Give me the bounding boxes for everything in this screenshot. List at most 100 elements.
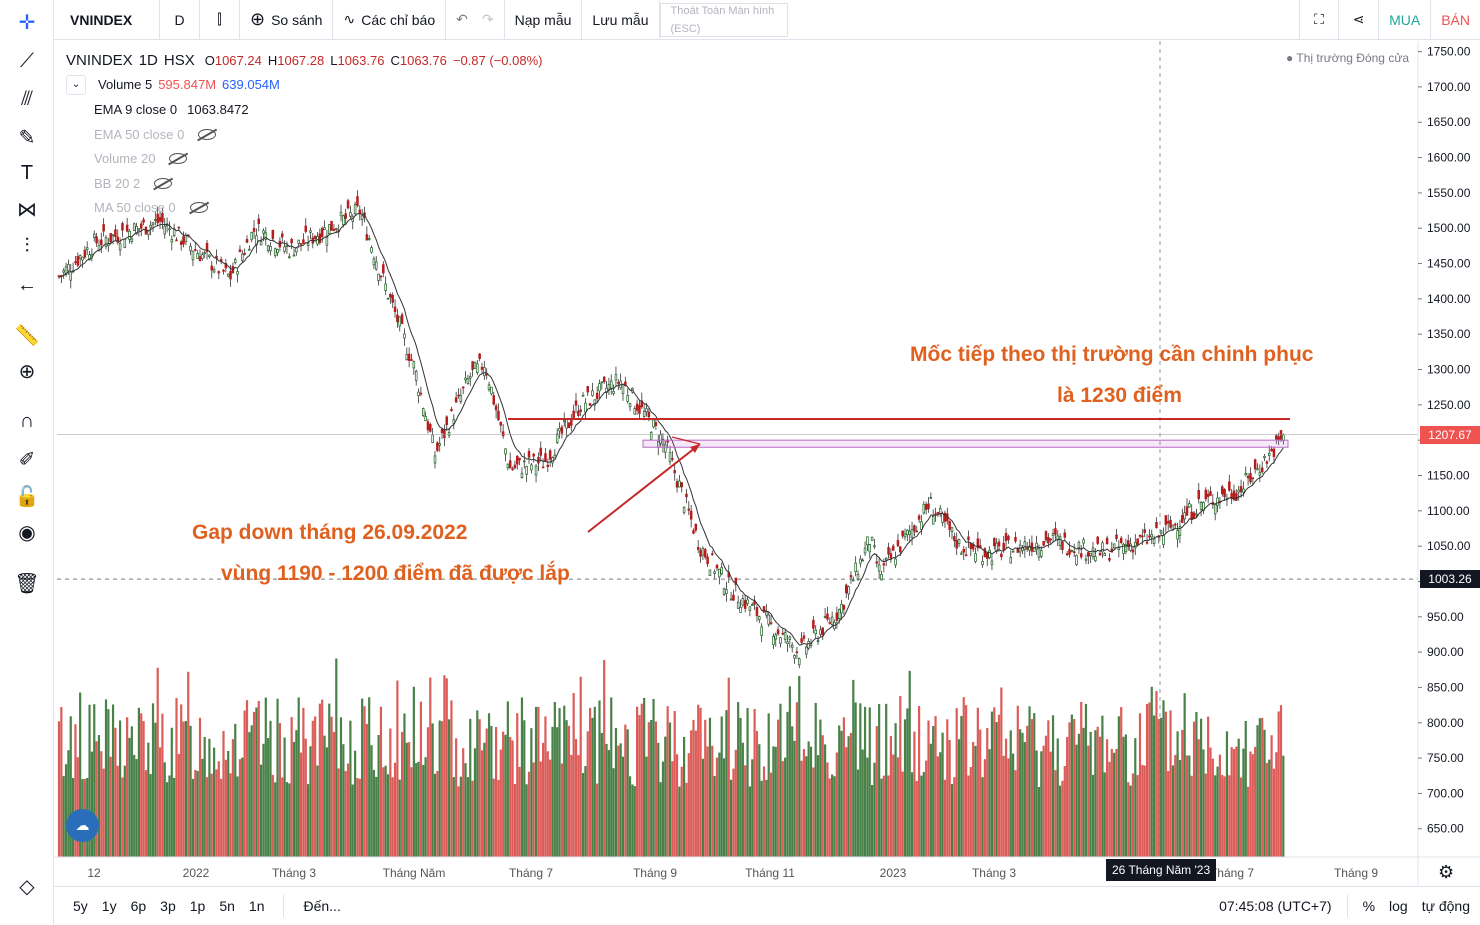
candle-body	[473, 362, 477, 369]
price-axis[interactable]: 1750.00 1700.00 1650.00 1600.00 1550.00 1500.…	[1417, 41, 1471, 886]
candle-body	[360, 215, 364, 220]
candle-body	[459, 395, 463, 402]
candle-body	[584, 402, 587, 413]
volume-bar	[993, 707, 996, 857]
volume-bar	[1033, 713, 1036, 857]
range-button-6p[interactable]: 6p	[130, 898, 147, 914]
hidden-eye-icon[interactable]	[169, 153, 188, 165]
percent-scale-button[interactable]: %	[1362, 898, 1376, 914]
price-tick-label: 1700.00	[1427, 80, 1471, 94]
candle-body	[908, 530, 911, 535]
lock-drawing-icon[interactable]: ✐	[18, 448, 36, 471]
volume-bar	[497, 779, 500, 857]
prediction-tool-icon[interactable]: ⫶	[24, 234, 30, 257]
fullscreen-button[interactable]: ⛶	[1299, 0, 1340, 40]
undo-icon[interactable]: ↶	[456, 11, 468, 27]
volume-bar	[922, 771, 925, 857]
auto-scale-button[interactable]: tự động	[1421, 898, 1470, 914]
volume-bar	[1087, 745, 1090, 857]
brush-tool-icon[interactable]: ✎	[18, 126, 36, 149]
layers-icon[interactable]: ◇	[19, 875, 35, 898]
magnet-icon[interactable]: ∩	[19, 409, 35, 432]
volume-bar	[1082, 727, 1085, 857]
candle-body	[422, 408, 425, 416]
trendline-tool-icon[interactable]: ⟋	[20, 49, 34, 72]
settings-gear-icon[interactable]: ⚙	[1438, 862, 1455, 882]
annotation-next-target-1[interactable]: Mốc tiếp theo thị trường cần chinh phục	[910, 343, 1314, 366]
eye-icon[interactable]: ◉	[18, 521, 36, 544]
annotation-next-target-2[interactable]: là 1230 điểm	[1057, 384, 1182, 407]
chart-type-button[interactable]: ⫿	[200, 0, 240, 40]
fib-tool-icon[interactable]: ⫻	[21, 87, 33, 110]
zoom-in-icon[interactable]: ⊕	[18, 360, 36, 383]
clock[interactable]: 07:45:08 (UTC+7)	[1219, 898, 1332, 914]
candle-body	[1275, 435, 1278, 440]
save-template-button[interactable]: Lưu mẫu	[582, 0, 660, 40]
hidden-eye-icon[interactable]	[198, 128, 217, 140]
hidden-eye-icon[interactable]	[189, 202, 208, 214]
volume-bar	[704, 719, 707, 857]
sell-button[interactable]: BÁN	[1441, 11, 1470, 28]
volume-bar	[701, 758, 704, 857]
unlock-icon[interactable]: 🔓	[14, 485, 40, 508]
text-tool-icon[interactable]: T	[20, 161, 34, 184]
volume-bar	[1054, 770, 1057, 857]
volume-bar	[1030, 719, 1033, 857]
range-button-1y[interactable]: 1y	[101, 898, 117, 914]
volume-bar	[516, 713, 519, 857]
redo-icon[interactable]: ↷	[481, 11, 494, 27]
candle-body	[494, 405, 498, 411]
volume-bar	[509, 736, 512, 857]
range-button-5n[interactable]: 5n	[219, 898, 235, 914]
volume-bar	[330, 716, 333, 857]
crosshair-tool-icon[interactable]: ✛	[18, 11, 36, 34]
volume-bar	[170, 727, 173, 857]
price-tick-label: 1100.00	[1427, 504, 1470, 518]
interval-selector[interactable]: D	[160, 0, 200, 40]
candle-body	[887, 547, 890, 555]
hidden-eye-icon[interactable]	[154, 177, 173, 189]
trash-icon[interactable]: 🗑	[14, 572, 40, 595]
volume-bar	[816, 755, 820, 857]
goto-date-button[interactable]: Đến...	[303, 898, 341, 914]
volume-bar	[741, 742, 744, 857]
candle-body	[739, 606, 742, 613]
time-axis[interactable]: 12 2022 Tháng 3 Tháng Năm Tháng 7 Tháng 9 Thán…	[54, 856, 1480, 880]
compare-button[interactable]: ⊕ So sánh	[240, 0, 334, 40]
log-scale-button[interactable]: log	[1389, 898, 1408, 914]
candle-body	[168, 228, 171, 231]
back-arrow-icon[interactable]: ←	[17, 273, 37, 296]
volume-bar	[182, 721, 185, 857]
candle-body	[194, 249, 197, 251]
symbol-search[interactable]: VNINDEX	[0, 0, 160, 40]
candle-body	[960, 552, 963, 555]
collapse-legend-button[interactable]: ⌄	[66, 74, 86, 95]
volume-bar	[137, 707, 140, 857]
load-template-button[interactable]: Nạp mẫu	[505, 0, 583, 40]
indicators-button[interactable]: ∿ Các chỉ báo	[333, 0, 447, 40]
annotation-gap-2[interactable]: vùng 1190 - 1200 điểm đã được lắp	[221, 562, 570, 585]
volume-bar	[344, 771, 347, 857]
candle-body	[1115, 534, 1118, 540]
volume-bar	[304, 738, 307, 857]
annotation-gap-1[interactable]: Gap down tháng 26.09.2022	[192, 521, 468, 544]
range-button-1n[interactable]: 1n	[248, 898, 265, 914]
range-button-3p[interactable]: 3p	[160, 898, 176, 914]
volume-bar	[361, 698, 364, 857]
volume-bar	[1066, 736, 1069, 857]
buy-button[interactable]: MUA	[1379, 0, 1432, 40]
volume-bar	[654, 721, 657, 857]
pattern-tool-icon[interactable]: ⋈	[17, 198, 37, 221]
share-button[interactable]: ⋖	[1339, 0, 1380, 40]
volume-value-2: 639.054M	[222, 77, 280, 93]
candle-body	[478, 353, 481, 359]
tradingview-logo[interactable]: ☁	[66, 809, 99, 842]
volume-bar	[1221, 774, 1224, 857]
volume-bar	[546, 751, 549, 857]
volume-bar	[683, 736, 686, 857]
ruler-tool-icon[interactable]: 📏	[14, 324, 40, 347]
range-button-1p[interactable]: 1p	[189, 898, 206, 914]
candle-body	[849, 575, 853, 578]
range-button-5y[interactable]: 5y	[73, 898, 88, 914]
